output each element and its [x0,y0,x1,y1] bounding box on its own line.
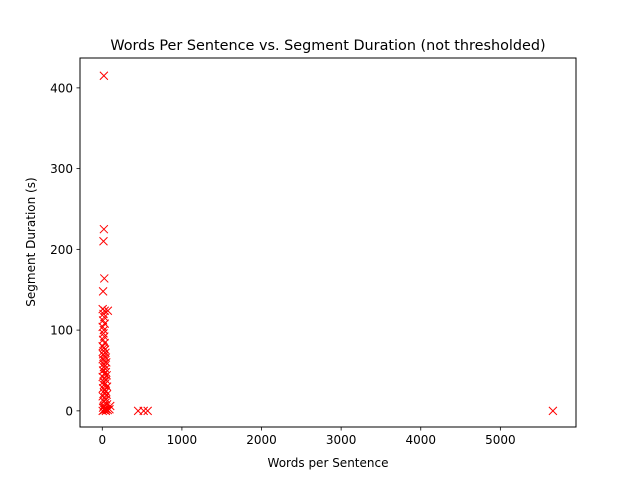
data-point-marker [143,406,153,416]
x-tick-label: 0 [98,433,106,447]
y-tick-label: 0 [65,404,73,418]
y-axis-ticks: 0 100 200 300 400 [50,81,80,418]
data-point-marker [99,274,109,283]
data-point-marker [99,236,108,246]
data-point-marker [100,306,110,316]
plot-frame [79,57,577,428]
data-point-marker [139,406,149,416]
data-point-marker [99,325,109,335]
data-point-marker [105,404,114,414]
x-axis-label: Words per Sentence [268,456,389,470]
data-point-marker [100,385,110,395]
x-tick-label: 5000 [485,433,516,447]
data-point-marker [99,312,109,322]
data-point-marker [103,405,113,415]
data-point-marker [99,328,108,338]
y-tick-label: 400 [50,81,73,95]
data-point-marker [99,309,108,319]
x-tick-label: 4000 [405,433,436,447]
x-axis-ticks: 0 1000 2000 3000 4000 5000 [98,427,516,447]
y-tick-label: 200 [50,243,73,257]
y-axis-label: Segment Duration (s) [24,177,38,306]
x-tick-label: 3000 [326,433,357,447]
data-point-marker [99,71,109,81]
data-point-marker [99,224,109,234]
data-point-marker [99,332,109,341]
x-tick-label: 1000 [167,433,198,447]
x-tick-label: 2000 [246,433,277,447]
data-point-marker [548,406,558,416]
y-tick-label: 300 [50,162,73,176]
data-point-marker [98,366,108,375]
data-markers [98,71,558,416]
data-point-marker [103,306,113,316]
y-tick-label: 100 [50,324,73,338]
chart-title: Words Per Sentence vs. Segment Duration … [110,38,545,54]
data-point-marker [98,286,108,296]
